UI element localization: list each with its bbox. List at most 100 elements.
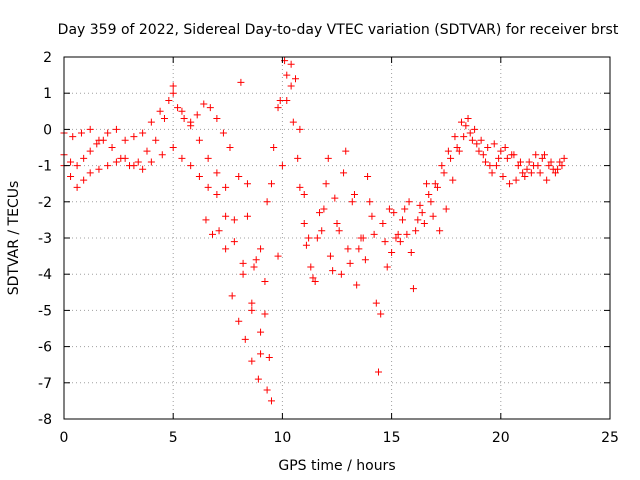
data-point — [377, 310, 385, 318]
data-point — [134, 158, 142, 166]
data-point — [300, 191, 308, 199]
data-point — [139, 129, 147, 137]
data-point — [265, 353, 273, 361]
data-point — [394, 230, 402, 238]
data-point — [267, 180, 275, 188]
data-point — [248, 357, 256, 365]
data-point — [337, 270, 345, 278]
data-point — [366, 198, 374, 206]
data-point — [204, 154, 212, 162]
data-point — [292, 75, 300, 83]
data-point — [86, 147, 94, 155]
data-point — [254, 375, 262, 383]
data-point — [340, 169, 348, 177]
data-point — [429, 212, 437, 220]
data-point — [514, 162, 522, 170]
series-track-c — [60, 144, 273, 361]
y-tick-label: 1 — [43, 86, 52, 102]
data-point — [311, 277, 319, 285]
data-point — [420, 220, 428, 228]
data-point — [178, 107, 186, 115]
data-point — [305, 234, 313, 242]
data-point — [490, 140, 498, 148]
data-point — [503, 154, 511, 162]
x-axis-label: GPS time / hours — [278, 458, 395, 474]
data-point — [156, 107, 164, 115]
data-point — [536, 169, 544, 177]
data-point — [342, 147, 350, 155]
data-point — [318, 227, 326, 235]
data-point — [204, 183, 212, 191]
data-point — [357, 234, 365, 242]
data-point — [464, 115, 472, 123]
data-point — [73, 162, 81, 170]
data-point — [346, 259, 354, 267]
data-point — [230, 238, 238, 246]
data-point — [320, 205, 328, 213]
data-point — [239, 270, 247, 278]
x-tick-labels: 0 5 10 15 20 25 — [60, 430, 619, 446]
data-point — [257, 245, 265, 253]
series-track-b — [60, 82, 275, 405]
data-point — [516, 158, 524, 166]
data-point — [226, 144, 234, 151]
data-point — [521, 172, 529, 180]
series-track-e — [237, 71, 566, 376]
y-tick-label: -5 — [38, 303, 52, 319]
series-track-d — [202, 57, 564, 383]
data-point — [331, 194, 339, 202]
data-point — [215, 227, 223, 235]
data-point — [431, 180, 439, 188]
data-point — [466, 129, 474, 137]
data-point — [412, 227, 420, 235]
y-axis-label: SDTVAR / TECUs — [6, 181, 22, 296]
data-point — [160, 115, 168, 123]
data-point — [333, 220, 341, 228]
data-point — [396, 238, 404, 246]
data-point — [379, 220, 387, 228]
data-point — [99, 136, 107, 144]
data-point — [187, 122, 195, 130]
data-point — [243, 212, 251, 220]
data-point — [202, 216, 210, 224]
data-point — [309, 274, 317, 282]
data-point — [86, 125, 94, 133]
data-point — [237, 78, 245, 86]
data-point — [449, 176, 457, 184]
series-track-a — [60, 89, 269, 318]
data-point — [239, 259, 247, 267]
data-point — [77, 129, 85, 137]
data-point — [93, 140, 101, 148]
data-point — [455, 147, 463, 155]
y-tick-label: -4 — [38, 267, 52, 283]
data-point — [257, 350, 265, 358]
data-point — [409, 285, 417, 293]
data-point — [180, 115, 188, 123]
data-point — [403, 230, 411, 238]
data-point — [416, 201, 424, 209]
data-point — [438, 162, 446, 170]
grid — [64, 57, 610, 419]
data-point — [104, 129, 112, 137]
data-point — [497, 147, 505, 155]
data-point — [501, 144, 509, 151]
data-point — [477, 136, 485, 144]
data-point — [383, 263, 391, 271]
data-point — [274, 252, 282, 260]
data-point — [560, 154, 568, 162]
data-point — [222, 245, 230, 253]
data-point — [206, 104, 214, 112]
chart-title: Day 359 of 2022, Sidereal Day-to-day VTE… — [58, 22, 619, 38]
data-point — [385, 205, 393, 213]
data-point — [267, 397, 275, 405]
data-point — [447, 154, 455, 162]
data-point — [147, 158, 155, 166]
data-point — [307, 263, 315, 271]
data-point — [73, 183, 81, 191]
data-point — [250, 263, 258, 271]
data-point — [433, 183, 441, 191]
data-point — [551, 169, 559, 177]
y-tick-label: -1 — [38, 159, 52, 175]
data-point — [222, 183, 230, 191]
